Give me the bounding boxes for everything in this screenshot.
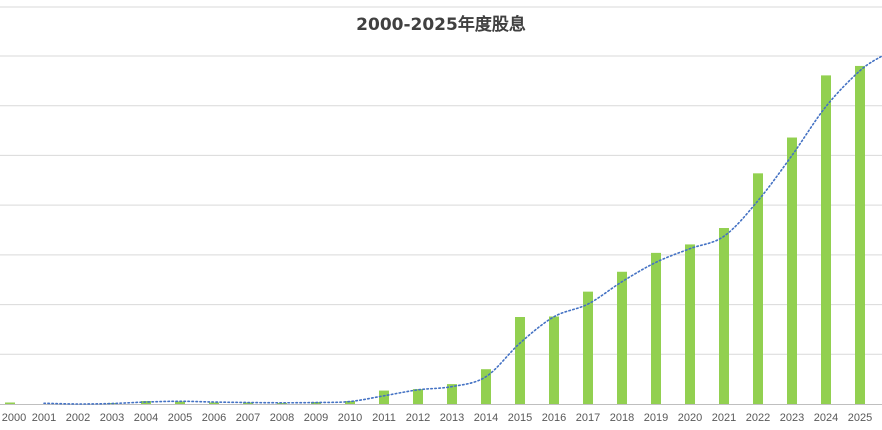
- bar-2000: [5, 402, 15, 404]
- x-tick-label: 2018: [610, 412, 634, 424]
- x-tick-label: 2006: [202, 412, 226, 424]
- x-tick-label: 2010: [338, 412, 362, 424]
- x-tick-label: 2019: [644, 412, 668, 424]
- x-tick-label: 2004: [134, 412, 158, 424]
- x-tick-label: 2005: [168, 412, 192, 424]
- bar-2005: [175, 401, 185, 404]
- x-tick-label: 2011: [372, 412, 396, 424]
- chart-title: 2000-2025年度股息: [356, 15, 526, 35]
- x-tick-label: 2013: [440, 412, 464, 424]
- x-tick-label: 2021: [712, 412, 736, 424]
- bar-2010: [345, 401, 355, 404]
- x-tick-label: 2022: [746, 412, 770, 424]
- bar-2017: [583, 291, 593, 404]
- bar-2023: [787, 137, 797, 404]
- bar-2012: [413, 389, 423, 404]
- x-tick-label: 2002: [66, 412, 90, 424]
- x-tick-label: 2007: [236, 412, 260, 424]
- x-tick-label: 2009: [304, 412, 328, 424]
- bar-2006: [209, 402, 219, 404]
- x-tick-label: 2017: [576, 412, 600, 424]
- x-tick-label: 2008: [270, 412, 294, 424]
- x-tick-label: 2003: [100, 412, 124, 424]
- x-tick-label: 2012: [406, 412, 430, 424]
- bar-2019: [651, 252, 661, 404]
- bar-2021: [719, 228, 729, 404]
- x-tick-label: 2025: [848, 412, 872, 424]
- x-tick-label: 2000: [2, 412, 26, 424]
- x-tick-label: 2001: [32, 412, 56, 424]
- bar-2025: [855, 65, 865, 404]
- x-tick-label: 2016: [542, 412, 566, 424]
- bar-2011: [379, 390, 389, 404]
- bar-2022: [753, 173, 763, 404]
- x-tick-label: 2015: [508, 412, 532, 424]
- bar-2014: [481, 369, 491, 404]
- bar-2016: [549, 316, 559, 404]
- bar-2013: [447, 384, 457, 404]
- bar-2008: [277, 403, 287, 404]
- bar-2020: [685, 244, 695, 404]
- trendline: [43, 55, 882, 405]
- bar-2024: [821, 75, 831, 404]
- x-tick-label: 2014: [474, 412, 498, 424]
- bar-2015: [515, 317, 525, 404]
- bar-2018: [617, 271, 627, 404]
- x-tick-label: 2023: [780, 412, 804, 424]
- x-tick-label: 2024: [814, 412, 838, 424]
- x-tick-label: 2020: [678, 412, 702, 424]
